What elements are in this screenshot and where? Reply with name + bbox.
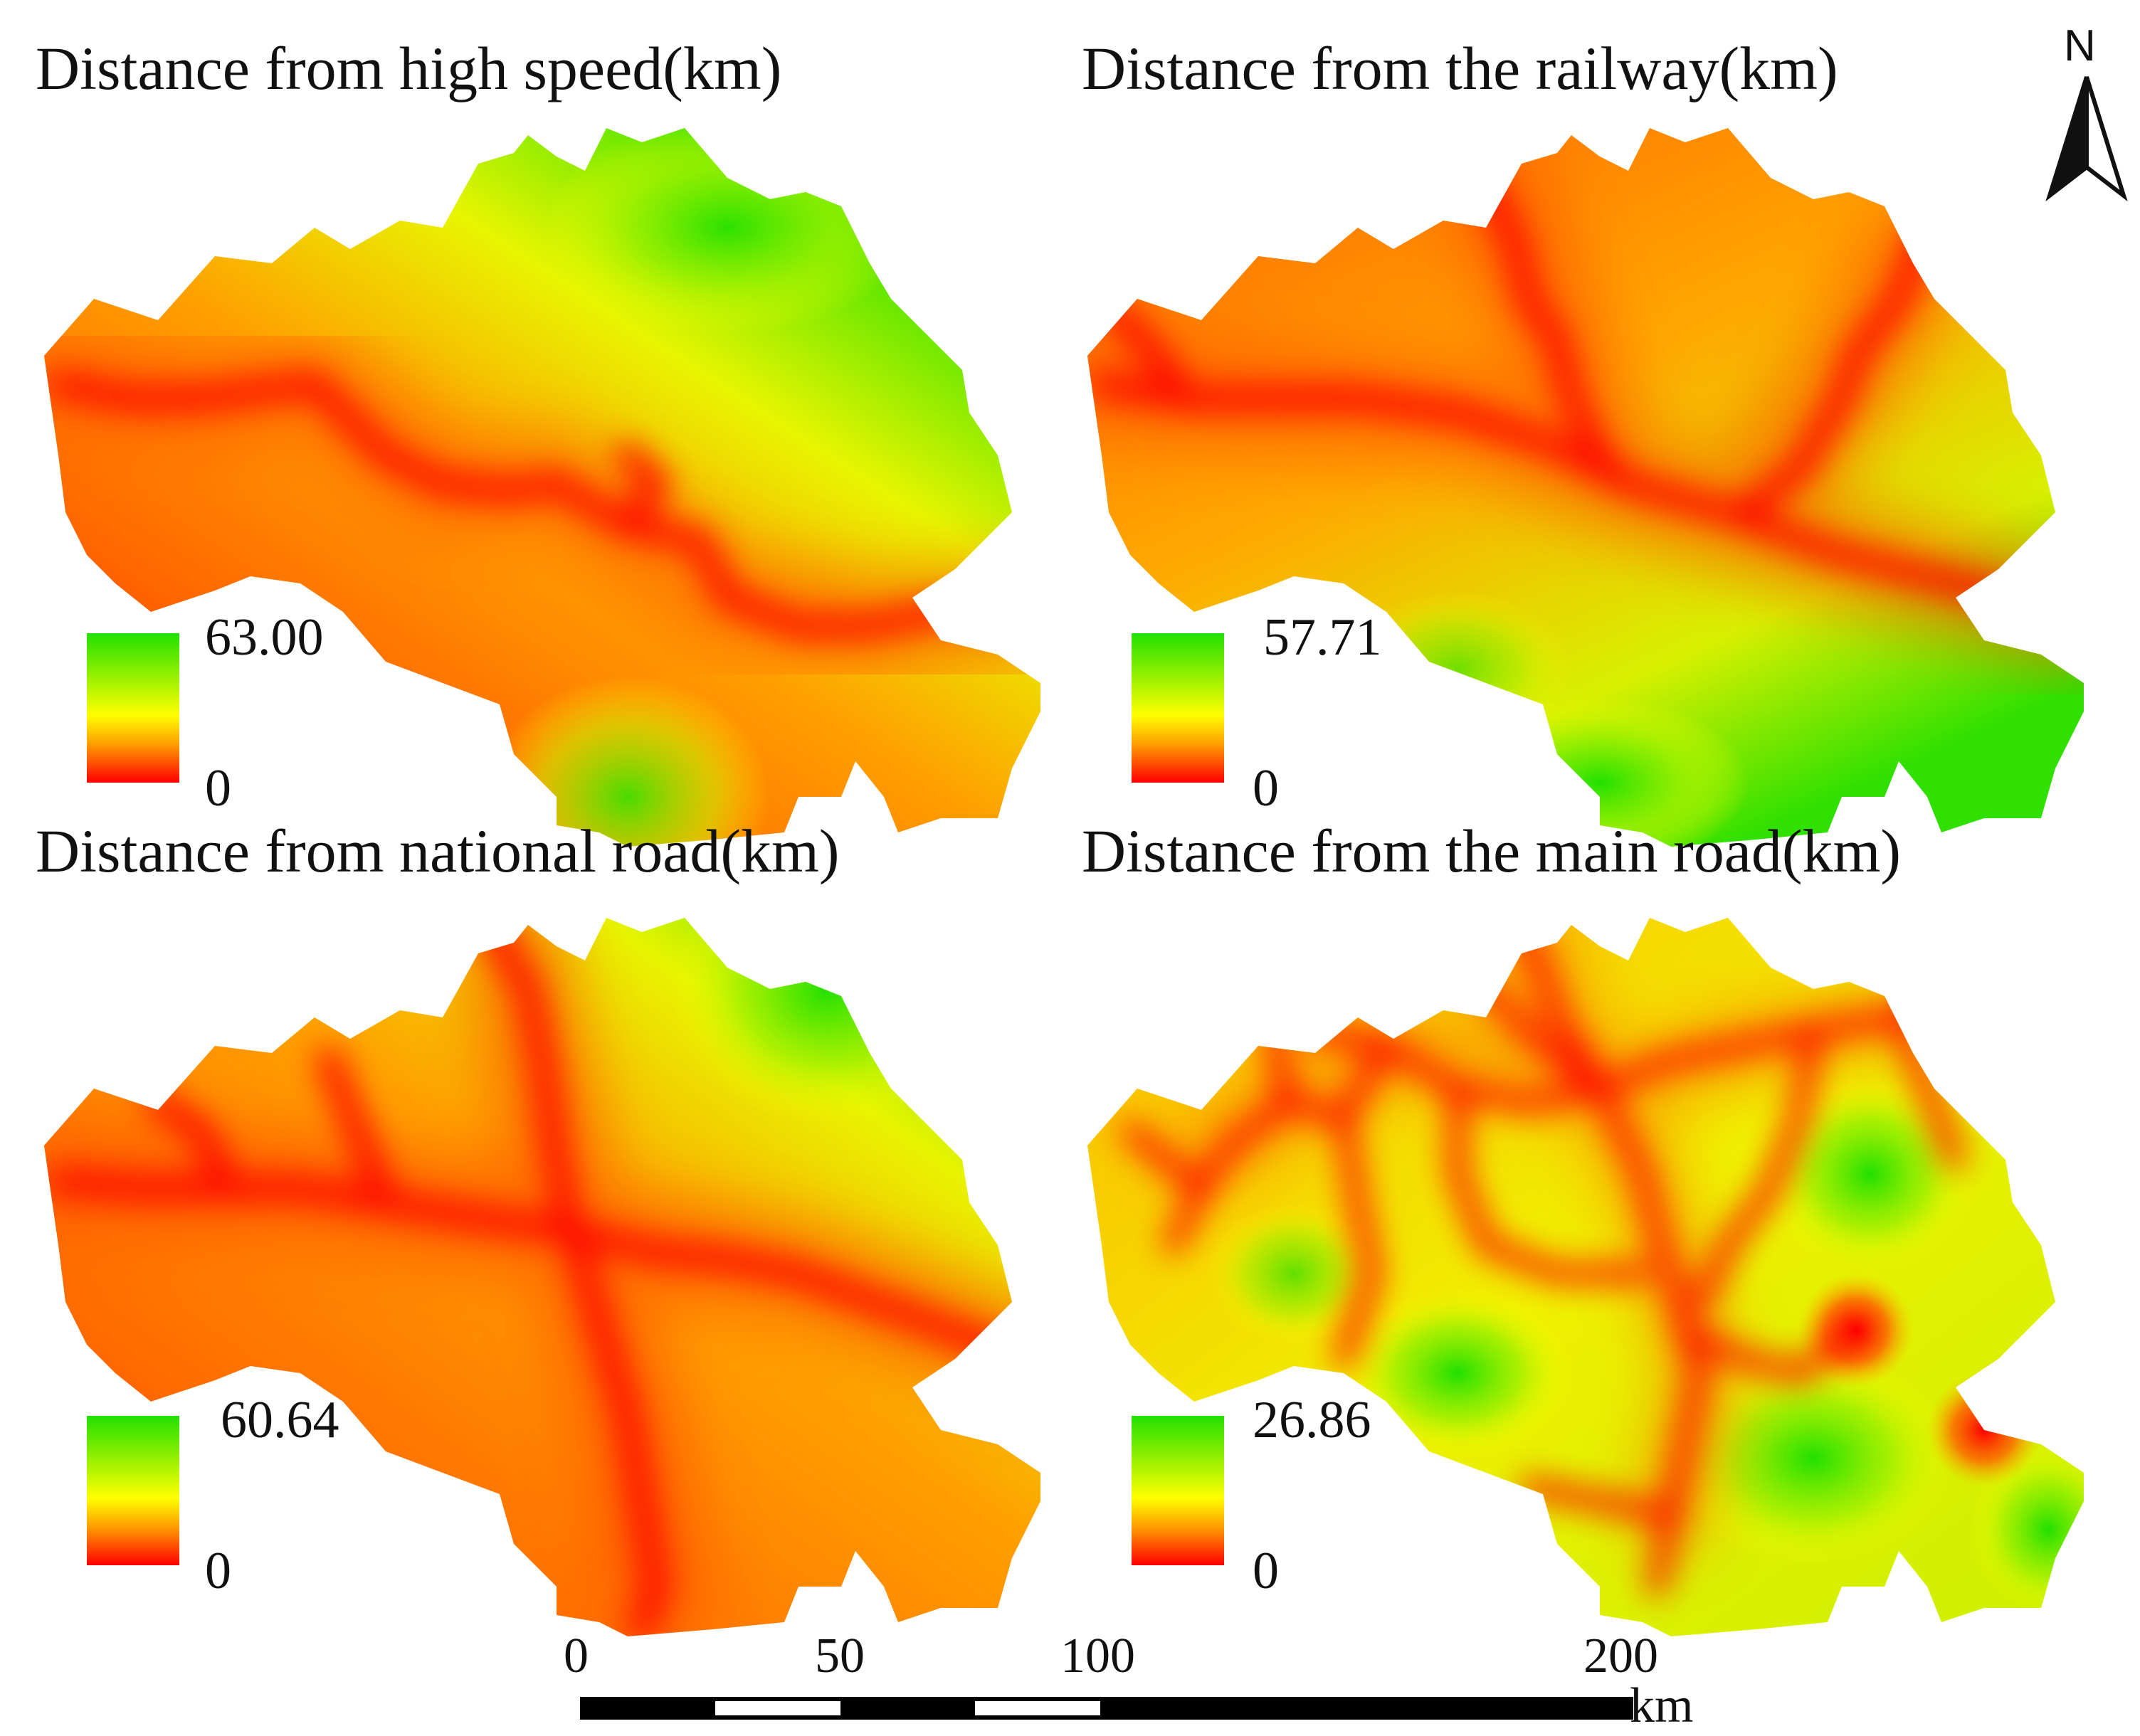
panel-title: Distance from the main road(km)	[1082, 817, 1901, 885]
scale-tick-label: 50	[815, 1629, 865, 1683]
panel-main-road: Distance from the main road(km)	[1082, 817, 2084, 1636]
north-arrow-icon: N	[2045, 21, 2128, 202]
legend-min-label: 0	[1253, 1542, 1279, 1600]
panel-railway: Distance from the railway(km)	[1082, 34, 2084, 847]
legend: 57.71 0	[1132, 608, 1382, 817]
scale-tick-label: 200	[1583, 1629, 1658, 1683]
panel-high-speed: Distance from high speed(km) 63.00 0	[36, 34, 1040, 847]
legend: 26.86 0	[1132, 1391, 1371, 1600]
legend-color-ramp	[87, 1416, 179, 1565]
scale-tick-label: 100	[1060, 1629, 1135, 1683]
legend-color-ramp	[1132, 633, 1224, 783]
legend-max-label: 63.00	[205, 608, 324, 667]
legend-min-label: 0	[1253, 759, 1279, 817]
north-label: N	[2064, 21, 2096, 70]
legend-color-ramp	[87, 633, 179, 783]
legend-max-label: 60.64	[221, 1391, 339, 1449]
panel-title: Distance from high speed(km)	[36, 34, 781, 102]
scale-bar: 0 50 100 200 km	[564, 1629, 1693, 1733]
distance-raster	[44, 128, 1040, 847]
panel-national-road: Distance from national road(km) 60.64	[36, 817, 1040, 1636]
legend-min-label: 0	[205, 759, 231, 817]
legend-max-label: 26.86	[1253, 1391, 1371, 1449]
legend-color-ramp	[1132, 1416, 1224, 1565]
panel-title: Distance from national road(km)	[36, 817, 840, 885]
legend-min-label: 0	[205, 1542, 231, 1600]
legend: 60.64 0	[87, 1391, 339, 1600]
panel-title: Distance from the railway(km)	[1082, 34, 1838, 102]
scale-unit-label: km	[1630, 1678, 1693, 1733]
legend-max-label: 57.71	[1263, 608, 1382, 667]
scale-tick-label: 0	[564, 1629, 589, 1683]
legend: 63.00 0	[87, 608, 324, 817]
